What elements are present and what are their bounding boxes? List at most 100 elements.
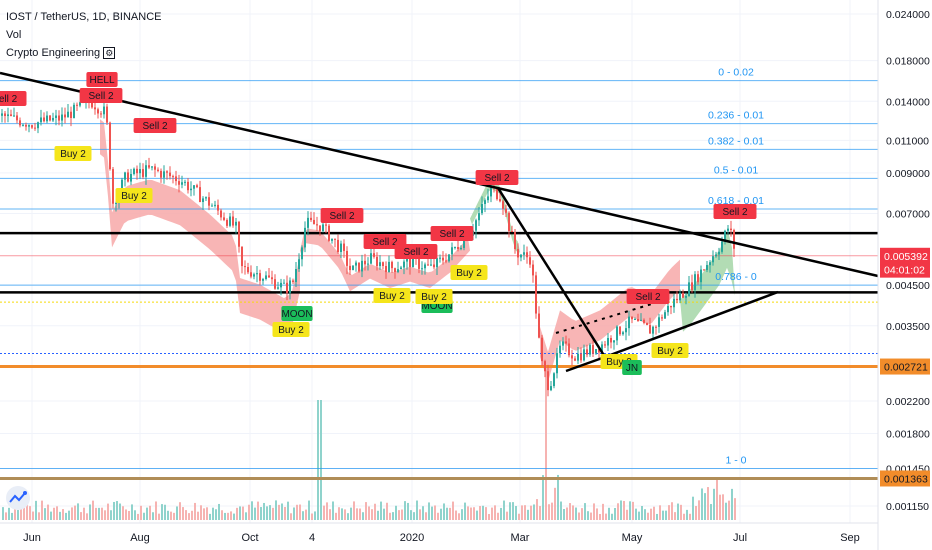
volume-bar [488, 513, 490, 520]
candle-body [13, 115, 15, 117]
signal-text: Buy 2 [606, 357, 632, 368]
candle-body [298, 259, 300, 269]
volume-bar [266, 506, 268, 520]
volume-bar [719, 494, 721, 520]
candle-body [43, 117, 45, 122]
volume-bar [311, 513, 313, 520]
signal-label-moon: MOON [281, 306, 313, 321]
volume-bar [218, 503, 220, 520]
time-axis[interactable]: Jun Aug Oct 4 2020 Mar May Jul Sep [0, 522, 878, 544]
candle-body [91, 102, 93, 108]
volume-bar [221, 510, 223, 520]
volume-bar [137, 513, 139, 520]
price-badge-label: 0.001363 [884, 473, 928, 485]
volume-bar [101, 507, 103, 520]
volume-bar [530, 505, 532, 520]
candle-body [586, 349, 588, 355]
candle-body [292, 280, 294, 283]
signal-label-sell: Sell 2 [394, 244, 438, 259]
volume-bar [422, 506, 424, 520]
volume-bar [710, 504, 712, 520]
fib-level-label: 0.786 - 0 [715, 271, 757, 283]
volume-bar [371, 509, 373, 520]
candle-body [571, 355, 573, 359]
signal-label-sell: Sell 2 [713, 204, 757, 219]
tradingview-logo-icon[interactable] [6, 486, 30, 510]
indicator-settings-icon[interactable]: ⚙ [103, 47, 116, 59]
candle-body [604, 344, 606, 346]
signal-label-buy: Buy 2 [450, 265, 488, 280]
volume-bar [686, 509, 688, 520]
candle-body [376, 256, 378, 267]
price-axis[interactable]: 0.024000 0.018000 0.014000 0.011000 0.009000… [877, 0, 932, 550]
volume-bar [74, 505, 76, 520]
candle-body [286, 282, 288, 293]
volume-bar [401, 509, 403, 520]
candle-body [46, 115, 48, 122]
crypto-engineering-indicator-label[interactable]: Crypto Engineering ⚙ [6, 44, 161, 62]
candle-body [121, 179, 123, 193]
volume-bar [599, 513, 601, 520]
price-tick-label: 0.003500 [886, 321, 930, 333]
candle-body [340, 243, 342, 253]
candle-body [613, 340, 615, 343]
candle-body [178, 181, 180, 185]
volume-bar [242, 506, 244, 520]
volume-bar [182, 507, 184, 520]
candle-body [715, 254, 717, 257]
volume-indicator-label[interactable]: Vol [6, 29, 22, 41]
signal-text: MOON [421, 301, 452, 312]
candle-body [385, 266, 387, 273]
candle-body [238, 221, 240, 247]
volume-bar [68, 510, 70, 520]
candle-body [220, 210, 222, 218]
volume-bar [56, 506, 58, 520]
candle-body [19, 120, 21, 126]
time-tick-label: 2020 [400, 532, 424, 544]
volume-bar [713, 488, 715, 520]
volume-bar [176, 506, 178, 520]
candle-body [517, 249, 519, 258]
signal-text: HELL [89, 75, 114, 86]
volume-bar [572, 505, 574, 520]
chart-title: IOST / TetherUS, 1D, BINANCE [6, 11, 162, 23]
candle-body [184, 181, 186, 183]
candle-body [649, 325, 651, 334]
candle-body [433, 264, 435, 268]
volume-bar [200, 505, 202, 520]
candle-body [247, 267, 249, 273]
candle-body [229, 216, 231, 226]
candle-body [478, 213, 480, 221]
trend-lines [0, 71, 879, 373]
signal-badge [394, 244, 438, 259]
volume-bar [188, 513, 190, 520]
candle-body [511, 231, 513, 233]
candle-body [331, 238, 333, 241]
candle-body [343, 243, 345, 251]
candle-body [589, 344, 591, 355]
volume-bar [323, 505, 325, 520]
volume-bar [458, 513, 460, 520]
candle-body [226, 219, 228, 226]
volume-bar [344, 509, 346, 520]
volume-bar [35, 500, 37, 520]
volume-bar [416, 500, 418, 520]
bearish-cloud [300, 228, 470, 292]
candle-body [427, 264, 429, 266]
volume-bar [425, 512, 427, 520]
volume-bar [326, 502, 328, 520]
time-tick-label: Jul [733, 532, 747, 544]
volume-bar [203, 508, 205, 520]
signal-label-sell: ell 2 [0, 91, 27, 106]
candle-body [568, 343, 570, 356]
volume-bar [89, 504, 91, 520]
candle-body [217, 204, 219, 211]
volume-bar [305, 509, 307, 520]
volume-bar [605, 513, 607, 520]
volume-bar [470, 507, 472, 520]
volume-bar [449, 507, 451, 520]
volume-bar [14, 505, 16, 520]
volume-bar [332, 501, 334, 520]
volume-bar [302, 511, 304, 520]
